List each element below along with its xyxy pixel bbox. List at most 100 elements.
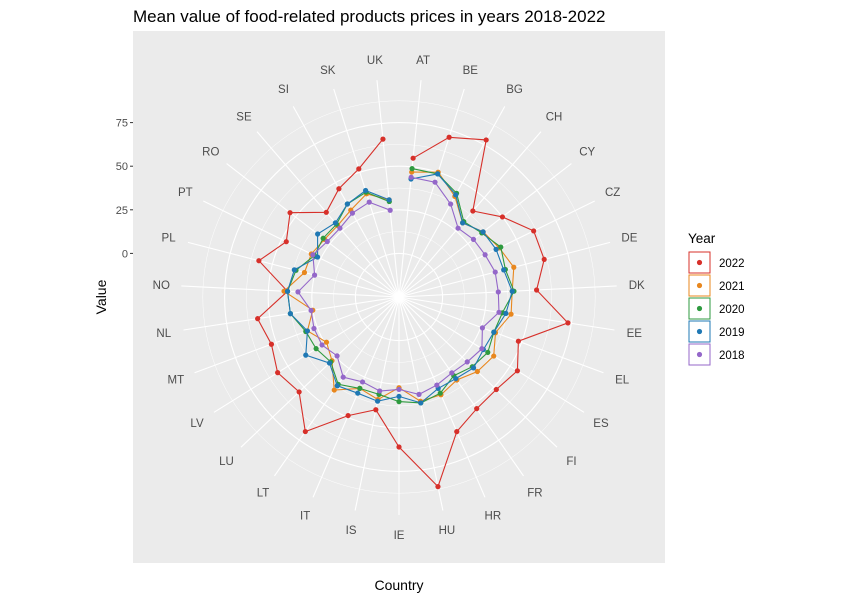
chart-title: Mean value of food-related products pric…	[133, 7, 606, 26]
category-label-se: SE	[236, 111, 252, 123]
legend-label-2021: 2021	[719, 281, 745, 293]
data-point-2018-fr	[449, 370, 455, 376]
category-label-ch: CH	[546, 111, 563, 123]
data-point-2020-ie	[396, 399, 402, 405]
radial-ticks: 0 25 50 75	[116, 118, 133, 260]
legend-key-point-2021	[696, 282, 703, 289]
data-point-2019-pl	[291, 267, 297, 273]
category-label-is: IS	[346, 525, 357, 537]
grid-spoke	[398, 163, 572, 298]
data-point-2022-it	[345, 412, 351, 419]
x-axis-title: Country	[374, 577, 423, 593]
grid-spoke	[312, 296, 400, 498]
data-point-2019-nl	[287, 311, 293, 317]
data-point-2021-de	[511, 264, 517, 270]
grid-spoke	[398, 296, 486, 498]
grid-spoke	[398, 296, 585, 413]
data-point-2018-si	[349, 210, 356, 216]
data-point-2019-ie	[396, 393, 402, 400]
data-point-2022-dk	[533, 287, 540, 293]
data-point-2022-lt	[302, 428, 308, 435]
category-label-uk: UK	[367, 55, 383, 67]
data-point-2018-el	[479, 325, 486, 331]
data-point-2018-mt	[311, 325, 317, 332]
data-point-2022-lv	[275, 370, 281, 376]
data-point-2019-is	[374, 398, 381, 404]
category-label-mt: MT	[168, 375, 185, 387]
data-point-2019-ro	[315, 231, 321, 237]
radial-tick-label: 75	[116, 118, 128, 130]
data-point-2018-ro	[324, 238, 330, 245]
data-point-2019-lu	[326, 360, 333, 366]
data-point-2018-lu	[334, 353, 340, 359]
category-label-ie: IE	[394, 530, 405, 542]
data-point-2019-lv	[303, 352, 309, 358]
category-label-lu: LU	[219, 456, 234, 468]
data-point-2019-fi	[470, 365, 477, 371]
data-point-2021-lv	[323, 339, 330, 345]
category-label-es: ES	[593, 418, 609, 430]
series-2018	[295, 174, 502, 397]
data-point-2018-de	[492, 269, 498, 275]
category-labels: AT BE BG CH CY CZ DE DK EE EL ES FI FR HR HU IE IS IT LT LU…	[153, 55, 645, 542]
data-point-2018-es	[479, 346, 485, 352]
data-point-2022-el	[515, 338, 521, 344]
category-label-nl: NL	[156, 328, 171, 340]
data-point-2021-lt	[331, 387, 337, 393]
data-point-2018-pl	[311, 272, 318, 278]
data-point-2020-ro	[320, 235, 326, 241]
data-point-2018-be	[432, 179, 438, 185]
data-point-2020-hr	[437, 390, 443, 396]
category-label-no: NO	[153, 280, 170, 292]
data-point-2018-fi	[464, 359, 470, 365]
data-point-2018-hu	[416, 391, 422, 397]
data-point-2018-is	[377, 388, 383, 394]
grid-spoke	[194, 296, 400, 374]
data-point-2020-lv	[313, 346, 319, 352]
category-label-at: AT	[416, 55, 430, 67]
data-point-2018-it	[359, 379, 366, 385]
data-point-2019-ch	[460, 220, 466, 226]
data-point-2022-de	[541, 256, 547, 263]
legend-label-2020: 2020	[719, 304, 745, 316]
data-point-2019-bg	[453, 192, 459, 198]
category-label-lv: LV	[190, 418, 204, 430]
data-point-2021-ee	[508, 311, 514, 317]
data-point-2019-dk	[509, 288, 515, 294]
grid-spoke	[398, 131, 542, 298]
legend-label-2022: 2022	[719, 258, 745, 270]
data-point-2018-ch	[455, 225, 461, 231]
category-label-ee: EE	[627, 328, 643, 340]
data-point-2019-cz	[493, 246, 499, 252]
legend-key-point-2022	[696, 259, 703, 266]
data-point-2022-at	[410, 155, 416, 161]
legend-key-point-2020	[696, 305, 703, 312]
data-point-2022-es	[514, 368, 521, 374]
legend-label-2018: 2018	[719, 350, 745, 362]
category-label-de: DE	[621, 232, 637, 244]
data-point-2019-fr	[453, 375, 459, 382]
series-2022	[255, 134, 571, 490]
radial-tick-label: 25	[116, 205, 128, 217]
data-point-2022-ro	[287, 210, 293, 216]
data-point-2018-pt	[310, 252, 316, 258]
data-point-2022-mt	[268, 341, 275, 347]
data-point-2018-at	[408, 174, 414, 180]
grid-spoke	[398, 285, 617, 298]
category-label-cy: CY	[579, 146, 595, 158]
data-point-2020-it	[357, 385, 363, 391]
grid-spoke	[398, 88, 465, 298]
category-label-si: SI	[278, 84, 289, 96]
data-point-2018-nl	[308, 307, 314, 314]
grid-spoke	[398, 296, 604, 374]
data-point-2022-be	[446, 134, 452, 140]
data-point-2021-es	[491, 353, 497, 359]
category-label-pl: PL	[162, 232, 177, 244]
data-point-2019-se	[332, 220, 338, 226]
category-label-ro: RO	[202, 146, 219, 158]
data-point-2019-de	[501, 267, 507, 273]
data-point-2019-no	[284, 288, 291, 294]
data-point-2021-fi	[474, 368, 480, 375]
data-point-2022-si	[336, 186, 342, 192]
category-label-it: IT	[300, 511, 310, 523]
